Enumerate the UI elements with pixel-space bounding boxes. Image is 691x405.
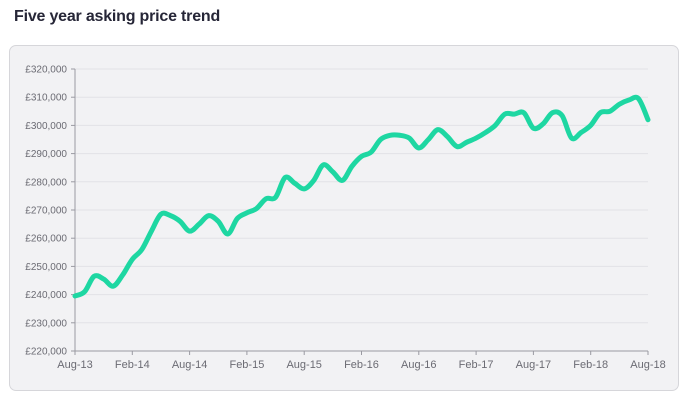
chart-panel [9, 45, 679, 391]
x-tick-label: Aug-18 [630, 359, 665, 371]
y-tick-label: £320,000 [25, 65, 67, 76]
y-tick-label: £260,000 [25, 234, 67, 245]
x-tick-label: Aug-16 [401, 359, 436, 371]
x-tick-label: Aug-15 [286, 359, 321, 371]
plot-area [72, 94, 651, 299]
gridlines [75, 68, 648, 324]
x-tick-label: Feb-18 [573, 359, 608, 371]
y-axis: £220,000 £230,000 £240,000 £250,000 £260,000… [25, 65, 76, 358]
y-tick-label: £250,000 [25, 262, 67, 273]
y-tick-label: £310,000 [25, 93, 67, 104]
x-tick-label: Feb-16 [344, 359, 379, 371]
y-tick-label: £240,000 [25, 290, 67, 301]
y-tick-label: £300,000 [25, 121, 67, 132]
x-tick-label: Aug-17 [516, 359, 551, 371]
y-tick-label: £280,000 [25, 177, 67, 188]
y-tick-label: £220,000 [25, 347, 67, 358]
y-tick-label: £270,000 [25, 206, 67, 217]
x-tick-label: Aug-14 [172, 359, 207, 371]
x-tick-label: Feb-15 [229, 359, 264, 371]
x-axis: Aug-13 Feb-14 Aug-14 Feb-15 Aug-15 Feb-16 Aug-… [57, 350, 666, 371]
x-tick-label: Feb-14 [115, 359, 150, 371]
y-tick-label: £290,000 [25, 149, 67, 160]
chart-heading: Five year asking price trend [14, 8, 221, 25]
x-tick-label: Aug-13 [57, 359, 92, 371]
series-line [72, 94, 651, 299]
x-tick-label: Feb-17 [459, 359, 494, 371]
y-tick-label: £230,000 [25, 318, 67, 329]
